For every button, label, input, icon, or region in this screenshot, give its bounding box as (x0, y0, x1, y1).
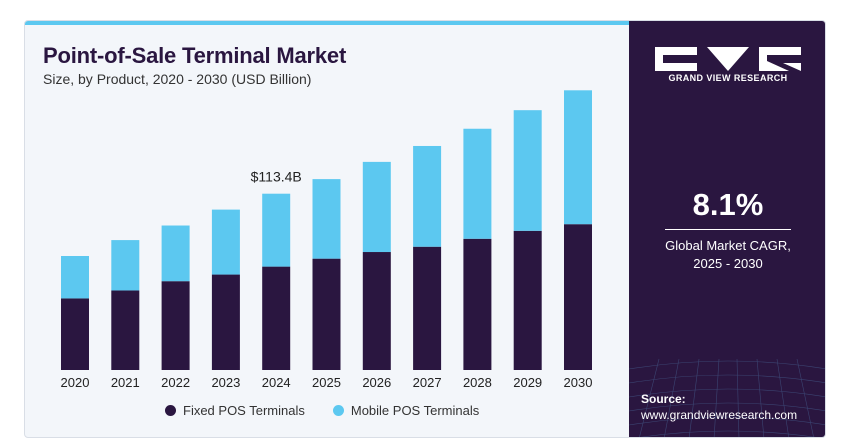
cagr-value: 8.1% (692, 187, 764, 222)
brand-name: GRAND VIEW RESEARCH (668, 73, 788, 83)
bar-fixed-2021 (111, 290, 140, 370)
grid-pattern-graphic (629, 358, 825, 437)
chart-subtitle: Size, by Product, 2020 - 2030 (USD Billi… (43, 71, 312, 87)
cagr-label-line1: Global Market CAGR, (665, 238, 791, 253)
bar-mobile-2020 (61, 256, 89, 299)
grand-view-research-logo (655, 47, 801, 71)
bar-mobile-2027 (413, 145, 442, 247)
bar-mobile-2023 (211, 209, 240, 275)
bar-fixed-2028 (463, 238, 492, 370)
bar-chart: 2020 2021 2022 2023 2024 $113.4B 2025 2026 2027 2… (61, 90, 593, 390)
bar-fixed-2022 (161, 281, 190, 370)
chart-card: Point-of-Sale Terminal Market Size, by P… (24, 20, 826, 438)
x-tick-label-2022: 2022 (161, 375, 190, 390)
legend-label-fixed: Fixed POS Terminals (183, 403, 305, 418)
source-block: Source: www.grandviewresearch.com (641, 391, 797, 423)
legend-item-mobile: Mobile POS Terminals (332, 403, 480, 418)
top-accent-bar (25, 21, 629, 25)
x-tick-label-2024: 2024 (262, 375, 291, 390)
bar-fixed-2020 (61, 298, 89, 370)
x-tick-label-2021: 2021 (111, 375, 140, 390)
chart-title: Point-of-Sale Terminal Market (43, 43, 347, 68)
x-tick-label-2029: 2029 (513, 375, 542, 390)
legend-dot-fixed (165, 405, 176, 416)
cagr-divider (665, 229, 791, 230)
bar-fixed-2030 (564, 224, 592, 370)
bar-mobile-2026 (362, 161, 391, 253)
bar-fixed-2024 (262, 266, 291, 370)
source-label: Source: (641, 392, 686, 406)
bar-mobile-2029 (513, 110, 542, 231)
x-tick-label-2023: 2023 (211, 375, 240, 390)
legend-item-fixed: Fixed POS Terminals (165, 403, 305, 418)
chart-legend: Fixed POS Terminals Mobile POS Terminals (165, 403, 479, 418)
bar-mobile-2025 (312, 179, 341, 259)
x-tick-label-2025: 2025 (312, 375, 341, 390)
bar-fixed-2026 (362, 252, 391, 370)
cagr-label-line2: 2025 - 2030 (693, 256, 763, 271)
data-label-2024: $113.4B (251, 169, 302, 185)
bar-fixed-2029 (513, 230, 542, 370)
bar-fixed-2025 (312, 258, 341, 370)
bar-mobile-2030 (564, 90, 592, 225)
x-tick-label-2020: 2020 (61, 375, 90, 390)
x-tick-label-2030: 2030 (564, 375, 593, 390)
x-tick-label-2027: 2027 (413, 375, 442, 390)
sidebar-panel: GRAND VIEW RESEARCH 8.1% Global Market C… (629, 21, 825, 437)
legend-dot-mobile (332, 405, 344, 416)
cagr-label: Global Market CAGR, 2025 - 2030 (629, 237, 825, 273)
bar-mobile-2028 (463, 128, 492, 239)
x-tick-label-2028: 2028 (463, 375, 492, 390)
bar-mobile-2024 (262, 193, 291, 267)
bar-mobile-2022 (161, 225, 190, 282)
source-link[interactable]: www.grandviewresearch.com (641, 408, 798, 422)
legend-label-mobile: Mobile POS Terminals (350, 403, 480, 418)
x-tick-label-2026: 2026 (362, 375, 391, 390)
bar-fixed-2023 (211, 274, 240, 370)
bar-mobile-2021 (111, 240, 140, 291)
bar-fixed-2027 (413, 246, 442, 370)
